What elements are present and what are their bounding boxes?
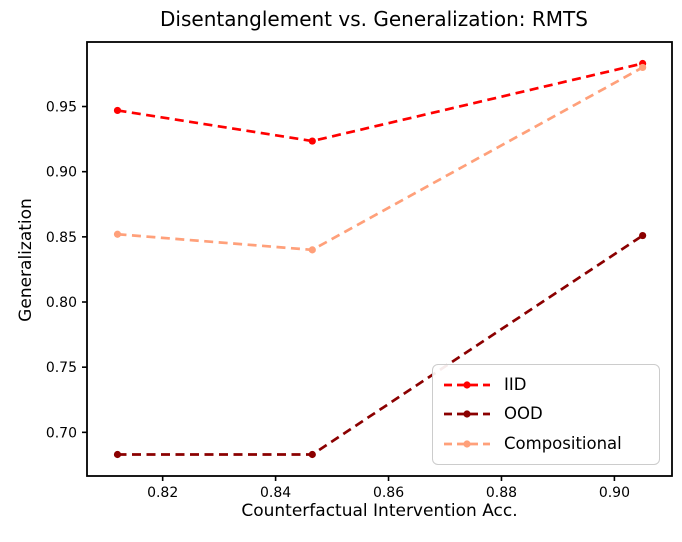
legend-marker-compositional (463, 440, 471, 448)
data-point-ood (639, 231, 647, 240)
legend-marker-ood (463, 410, 471, 419)
legend-marker-iid (463, 381, 471, 389)
y-tick-label: 0.95 (46, 100, 77, 116)
data-point-iid (113, 106, 122, 115)
y-tick-label: 0.75 (46, 360, 77, 376)
data-point-compositional (113, 230, 122, 238)
data-point-compositional (308, 246, 316, 254)
y-axis-label: Generalization (16, 198, 36, 322)
legend-line-sample-ood (444, 410, 490, 419)
x-tick-label: 0.82 (147, 485, 178, 501)
legend: IID OOD Compositional (432, 364, 660, 465)
data-point-iid (308, 137, 316, 145)
data-point-ood (308, 450, 316, 459)
legend-line-sample-iid (444, 381, 490, 389)
y-tick-label: 0.80 (46, 295, 77, 311)
x-tick-label: 0.90 (599, 485, 630, 501)
chart-title: Disentanglement vs. Generalization: RMTS (160, 7, 588, 31)
legend-entry-compositional: Compositional (443, 433, 649, 453)
x-tick-label: 0.86 (373, 485, 404, 501)
data-point-ood (113, 450, 122, 459)
x-tick-label: 0.88 (486, 485, 517, 501)
legend-line-sample-compositional (444, 440, 490, 448)
legend-label-compositional: Compositional (504, 433, 622, 453)
y-tick-label: 0.85 (46, 230, 77, 246)
legend-label-iid: IID (504, 374, 527, 394)
series-line-iid (117, 62, 643, 143)
y-tick-label: 0.70 (46, 425, 77, 441)
axes-spines (86, 41, 673, 477)
x-axis-label: Counterfactual Intervention Acc. (241, 501, 518, 521)
y-tick-label: 0.90 (46, 165, 77, 181)
series-line-compositional (117, 66, 644, 252)
legend-label-ood: OOD (504, 404, 543, 424)
x-tick-label: 0.84 (260, 485, 291, 501)
data-point-compositional (639, 63, 647, 72)
legend-entry-iid: IID (443, 374, 649, 394)
legend-entry-ood: OOD (443, 406, 649, 423)
